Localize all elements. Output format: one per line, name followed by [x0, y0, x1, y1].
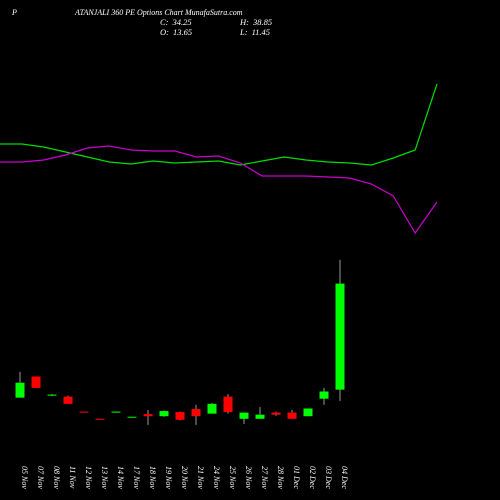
ohlc-value: 11.45: [252, 27, 271, 37]
title-prefix: P: [11, 8, 17, 17]
ohlc-value: 13.65: [173, 27, 192, 37]
x-tick-label: 25 Nov: [228, 466, 237, 489]
x-tick-label: 13 Nov: [100, 466, 109, 489]
candle-body: [223, 396, 233, 413]
candle-body: [15, 382, 25, 398]
ohlc-key: L:: [239, 27, 248, 37]
candle-body: [303, 408, 313, 417]
x-tick-label: 18 Nov: [148, 466, 157, 489]
candle-body: [319, 391, 329, 399]
ohlc-value: 34.25: [172, 17, 192, 27]
x-tick-label: 20 Nov: [180, 466, 189, 489]
candle-body: [175, 412, 185, 420]
ohlc-entry: C: 34.25: [160, 17, 192, 27]
ohlc-entry: L: 11.45: [239, 27, 270, 37]
x-tick-label: 28 Nov: [276, 466, 285, 489]
x-tick-label: 04 Dec: [340, 466, 349, 489]
x-tick-label: 26 Nov: [244, 466, 253, 489]
ohlc-entry: H: 38.85: [239, 17, 272, 27]
candle-body: [95, 418, 105, 420]
ohlc-key: C:: [160, 17, 169, 27]
x-tick-label: 12 Nov: [84, 466, 93, 489]
x-tick-label: 11 Nov: [68, 466, 77, 489]
chart-title: ATANJALI 360 PE Options Chart MunafaSutr…: [74, 8, 243, 17]
x-tick-label: 03 Dec: [324, 466, 333, 489]
overlay-line: [0, 145, 438, 235]
candle-body: [159, 411, 169, 417]
x-tick-label: 01 Dec: [292, 466, 301, 489]
candle-body: [31, 376, 41, 388]
candle-body: [239, 412, 249, 419]
candle-body: [79, 411, 89, 413]
candle-body: [271, 412, 281, 415]
candle-body: [335, 283, 345, 390]
candle-body: [143, 414, 153, 417]
x-tick-label: 17 Nov: [132, 466, 141, 489]
x-tick-label: 24 Nov: [212, 466, 221, 489]
x-tick-label: 05 Nov: [20, 466, 29, 489]
x-tick-label: 19 Nov: [164, 466, 173, 489]
x-tick-label: 14 Nov: [116, 466, 125, 489]
candle-body: [191, 409, 201, 417]
ohlc-key: H:: [239, 17, 249, 27]
candle-body: [207, 403, 217, 414]
x-tick-label: 27 Nov: [260, 466, 269, 489]
x-tick-label: 07 Nov: [36, 466, 45, 489]
candle-body: [63, 396, 73, 404]
x-tick-label: 08 Nov: [52, 466, 61, 489]
candle-body: [287, 412, 297, 419]
ohlc-entry: O: 13.65: [160, 27, 192, 37]
x-tick-label: 02 Dec: [308, 466, 317, 489]
overlay-line: [0, 83, 438, 166]
ohlc-key: O:: [160, 27, 169, 37]
candle-body: [47, 394, 57, 396]
ohlc-value: 38.85: [252, 17, 272, 27]
candle-body: [111, 411, 121, 413]
candle-body: [255, 414, 265, 419]
candle-body: [127, 416, 137, 418]
x-tick-label: 21 Nov: [196, 466, 205, 489]
